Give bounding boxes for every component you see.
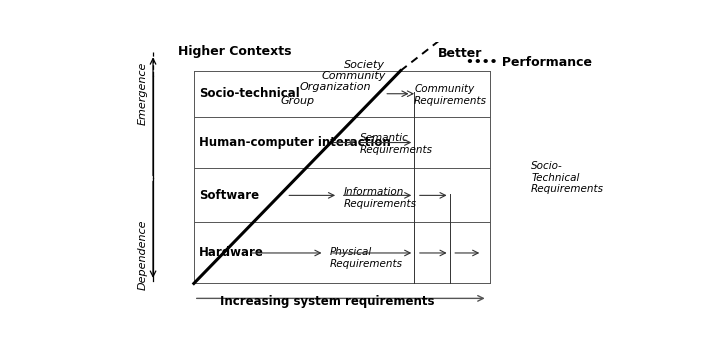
Text: Increasing system requirements: Increasing system requirements	[220, 295, 435, 308]
Text: Emergence: Emergence	[138, 62, 147, 125]
Text: Human-computer interaction: Human-computer interaction	[199, 136, 391, 149]
Text: Software: Software	[199, 189, 260, 202]
Text: Dependence: Dependence	[138, 220, 147, 290]
Text: Socio-
Technical
Requirements: Socio- Technical Requirements	[531, 161, 604, 194]
Text: •••• Performance: •••• Performance	[466, 56, 592, 69]
Text: Society: Society	[343, 60, 385, 70]
Text: Socio-technical: Socio-technical	[199, 87, 300, 100]
Text: Better: Better	[438, 46, 482, 59]
Text: Organization: Organization	[300, 82, 371, 92]
Text: Information
Requirements: Information Requirements	[343, 187, 416, 209]
Text: Physical
Requirements: Physical Requirements	[330, 247, 403, 269]
Text: Higher Contexts: Higher Contexts	[178, 45, 291, 58]
Text: Hardware: Hardware	[199, 246, 264, 259]
Text: Semantic
Requirements: Semantic Requirements	[360, 133, 432, 155]
Text: Community: Community	[322, 71, 386, 81]
Text: Group: Group	[281, 95, 315, 106]
Text: Community
Requirements: Community Requirements	[414, 84, 487, 106]
